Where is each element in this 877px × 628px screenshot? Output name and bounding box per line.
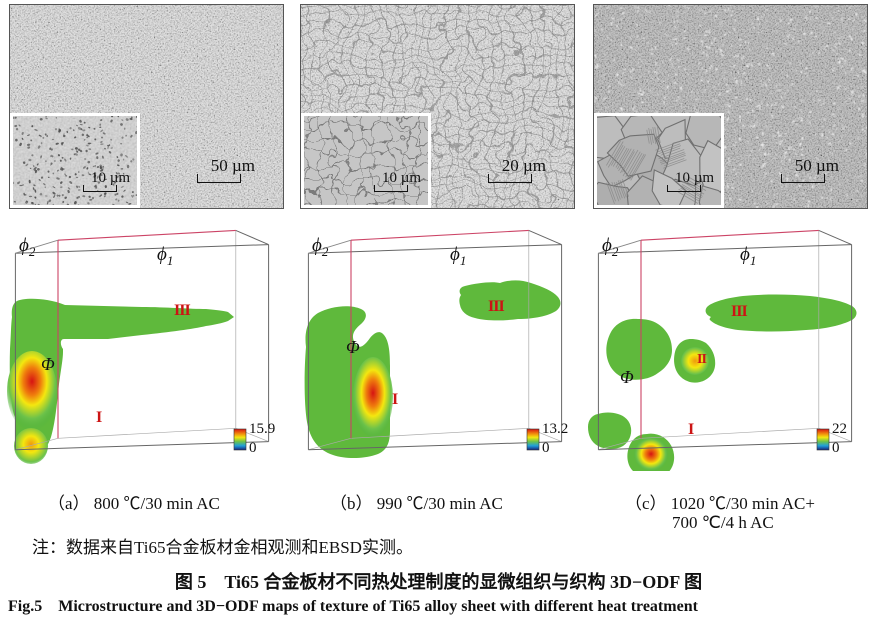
svg-text:II: II xyxy=(697,352,706,367)
svg-text:I: I xyxy=(96,409,102,426)
svg-text:III: III xyxy=(488,298,504,315)
svg-text:I: I xyxy=(688,421,694,438)
svg-text:III: III xyxy=(731,303,747,320)
svg-text:I: I xyxy=(392,391,398,408)
svg-text:III: III xyxy=(174,302,190,319)
